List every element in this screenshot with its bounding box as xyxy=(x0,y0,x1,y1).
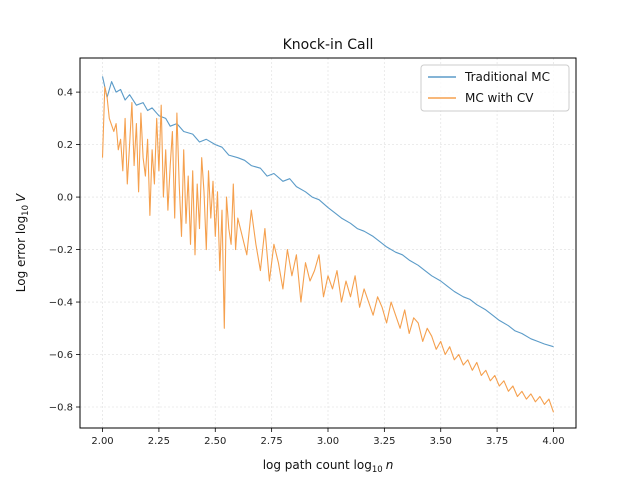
legend-label-traditional-mc: Traditional MC xyxy=(464,70,550,84)
x-tick-label: 4.00 xyxy=(542,436,564,447)
x-tick-label: 3.75 xyxy=(486,436,508,447)
y-tick-label: 0.2 xyxy=(57,140,73,151)
y-axis: 0.4 0.2 0.0 −0.2 −0.4 −0.6 −0.8 xyxy=(49,88,80,414)
x-tick-label: 3.50 xyxy=(430,436,452,447)
x-tick-label: 2.75 xyxy=(261,436,283,447)
y-tick-label: −0.2 xyxy=(49,245,73,256)
series-line-traditional-mc xyxy=(101,76,554,348)
legend-box xyxy=(420,64,570,112)
y-tick-label: −0.4 xyxy=(49,298,73,309)
y-tick-label: 0.0 xyxy=(57,193,73,204)
x-tick-label: 2.50 xyxy=(204,436,226,447)
y-tick-label: −0.6 xyxy=(49,350,73,361)
series-layer xyxy=(101,76,555,413)
legend: Traditional MC MC with CV xyxy=(420,64,570,112)
x-axis: 2.00 2.25 2.50 2.75 3.00 3.25 3.50 3.75 4.00 xyxy=(91,428,565,447)
x-tick-label: 2.25 xyxy=(148,436,170,447)
x-tick-label: 2.00 xyxy=(91,436,113,447)
x-axis-title: log path count log10 n xyxy=(263,458,394,475)
series-line-mc-with-cv xyxy=(101,86,555,413)
x-tick-label: 3.25 xyxy=(373,436,395,447)
y-tick-label: 0.4 xyxy=(57,88,73,99)
y-axis-title: Log error log10V xyxy=(14,193,31,292)
legend-label-mc-with-cv: MC with CV xyxy=(465,91,534,105)
x-tick-label: 3.00 xyxy=(317,436,339,447)
chart-title: Knock-in Call xyxy=(283,37,374,53)
y-tick-label: −0.8 xyxy=(49,403,73,414)
